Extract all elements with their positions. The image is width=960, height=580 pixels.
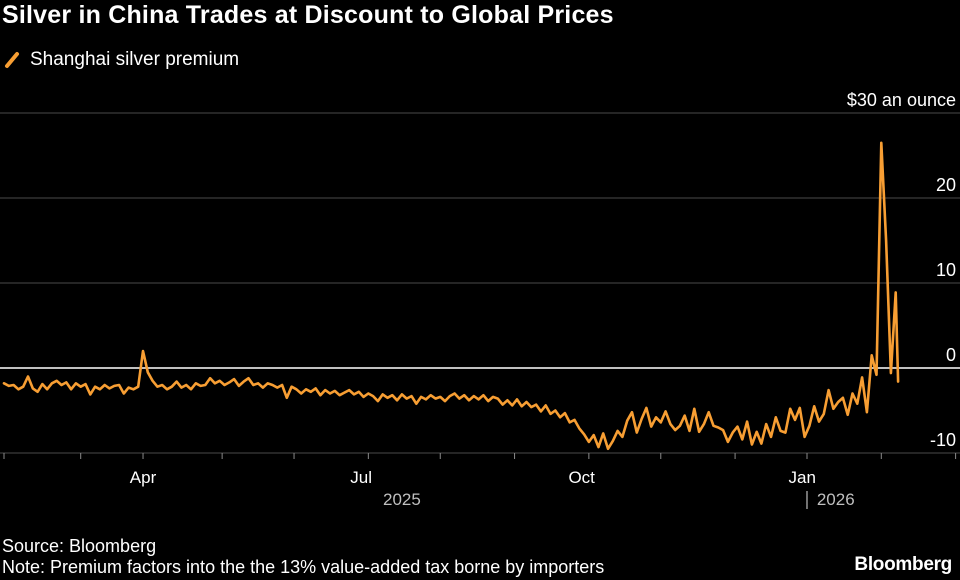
y-tick-label-1: 20	[936, 175, 956, 195]
x-tick-label-1: Jul	[350, 468, 372, 487]
y-tick-label-4: -10	[930, 430, 956, 450]
note-text: Note: Premium factors into the the 13% v…	[2, 557, 605, 577]
x-axis: Apr Jul Oct Jan 2025 2026	[3, 453, 957, 509]
legend-label: Shanghai silver premium	[30, 49, 240, 70]
year-label-0: 2025	[383, 490, 421, 509]
x-tick-label-0: Apr	[130, 468, 157, 487]
source-text: Source: Bloomberg	[2, 536, 157, 556]
legend: Shanghai silver premium	[2, 49, 239, 71]
y-tick-label-2: 10	[936, 260, 956, 280]
bloomberg-logo: Bloomberg	[854, 554, 952, 575]
series-line-shanghai-silver-premium	[2, 141, 900, 451]
series-layer	[2, 141, 900, 451]
chart-title: Silver in China Trades at Discount to Gl…	[2, 1, 614, 29]
legend-swatch-icon	[5, 52, 19, 68]
grid-layer	[0, 112, 960, 454]
x-tick-label-3: Jan	[788, 468, 815, 487]
x-tick-label-2: Oct	[568, 468, 595, 487]
y-tick-label-0: $30 an ounce	[847, 90, 956, 110]
year-label-1: 2026	[817, 490, 855, 509]
y-tick-label-3: 0	[946, 345, 956, 365]
y-axis-labels: $30 an ounce 20 10 0 -10	[847, 90, 956, 450]
